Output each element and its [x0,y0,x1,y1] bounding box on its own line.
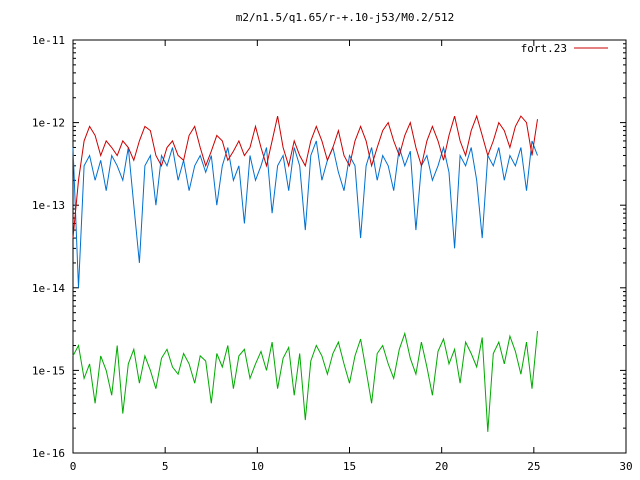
x-tick-label: 30 [619,460,632,473]
y-tick-label: 1e-11 [32,34,65,47]
legend-label: fort.23 [521,42,567,55]
y-tick-label: 1e-13 [32,199,65,212]
x-tick-label: 10 [251,460,264,473]
series-line-2 [72,330,538,432]
x-tick-label: 25 [527,460,540,473]
y-tick-label: 1e-12 [32,117,65,130]
series-line-0 [72,114,538,239]
series-layer [72,114,538,432]
chart-title: m2/n1.5/q1.65/r-+.10-j53/M0.2/512 [236,11,455,24]
x-tick-label: 20 [435,460,448,473]
x-axis: 0 5 10 15 20 25 30 [70,40,633,473]
x-tick-label: 5 [162,460,169,473]
x-tick-label: 0 [70,460,77,473]
y-axis: 1e-16 1e-15 1e-14 1e-13 1e-12 1e-11 [32,34,626,460]
legend: fort.23 [521,42,608,55]
y-tick-label: 1e-15 [32,364,65,377]
y-tick-label: 1e-14 [32,282,65,295]
plot-frame [72,39,627,454]
x-tick-label: 15 [343,460,356,473]
series-line-1 [72,140,538,288]
y-tick-label: 1e-16 [32,447,65,460]
